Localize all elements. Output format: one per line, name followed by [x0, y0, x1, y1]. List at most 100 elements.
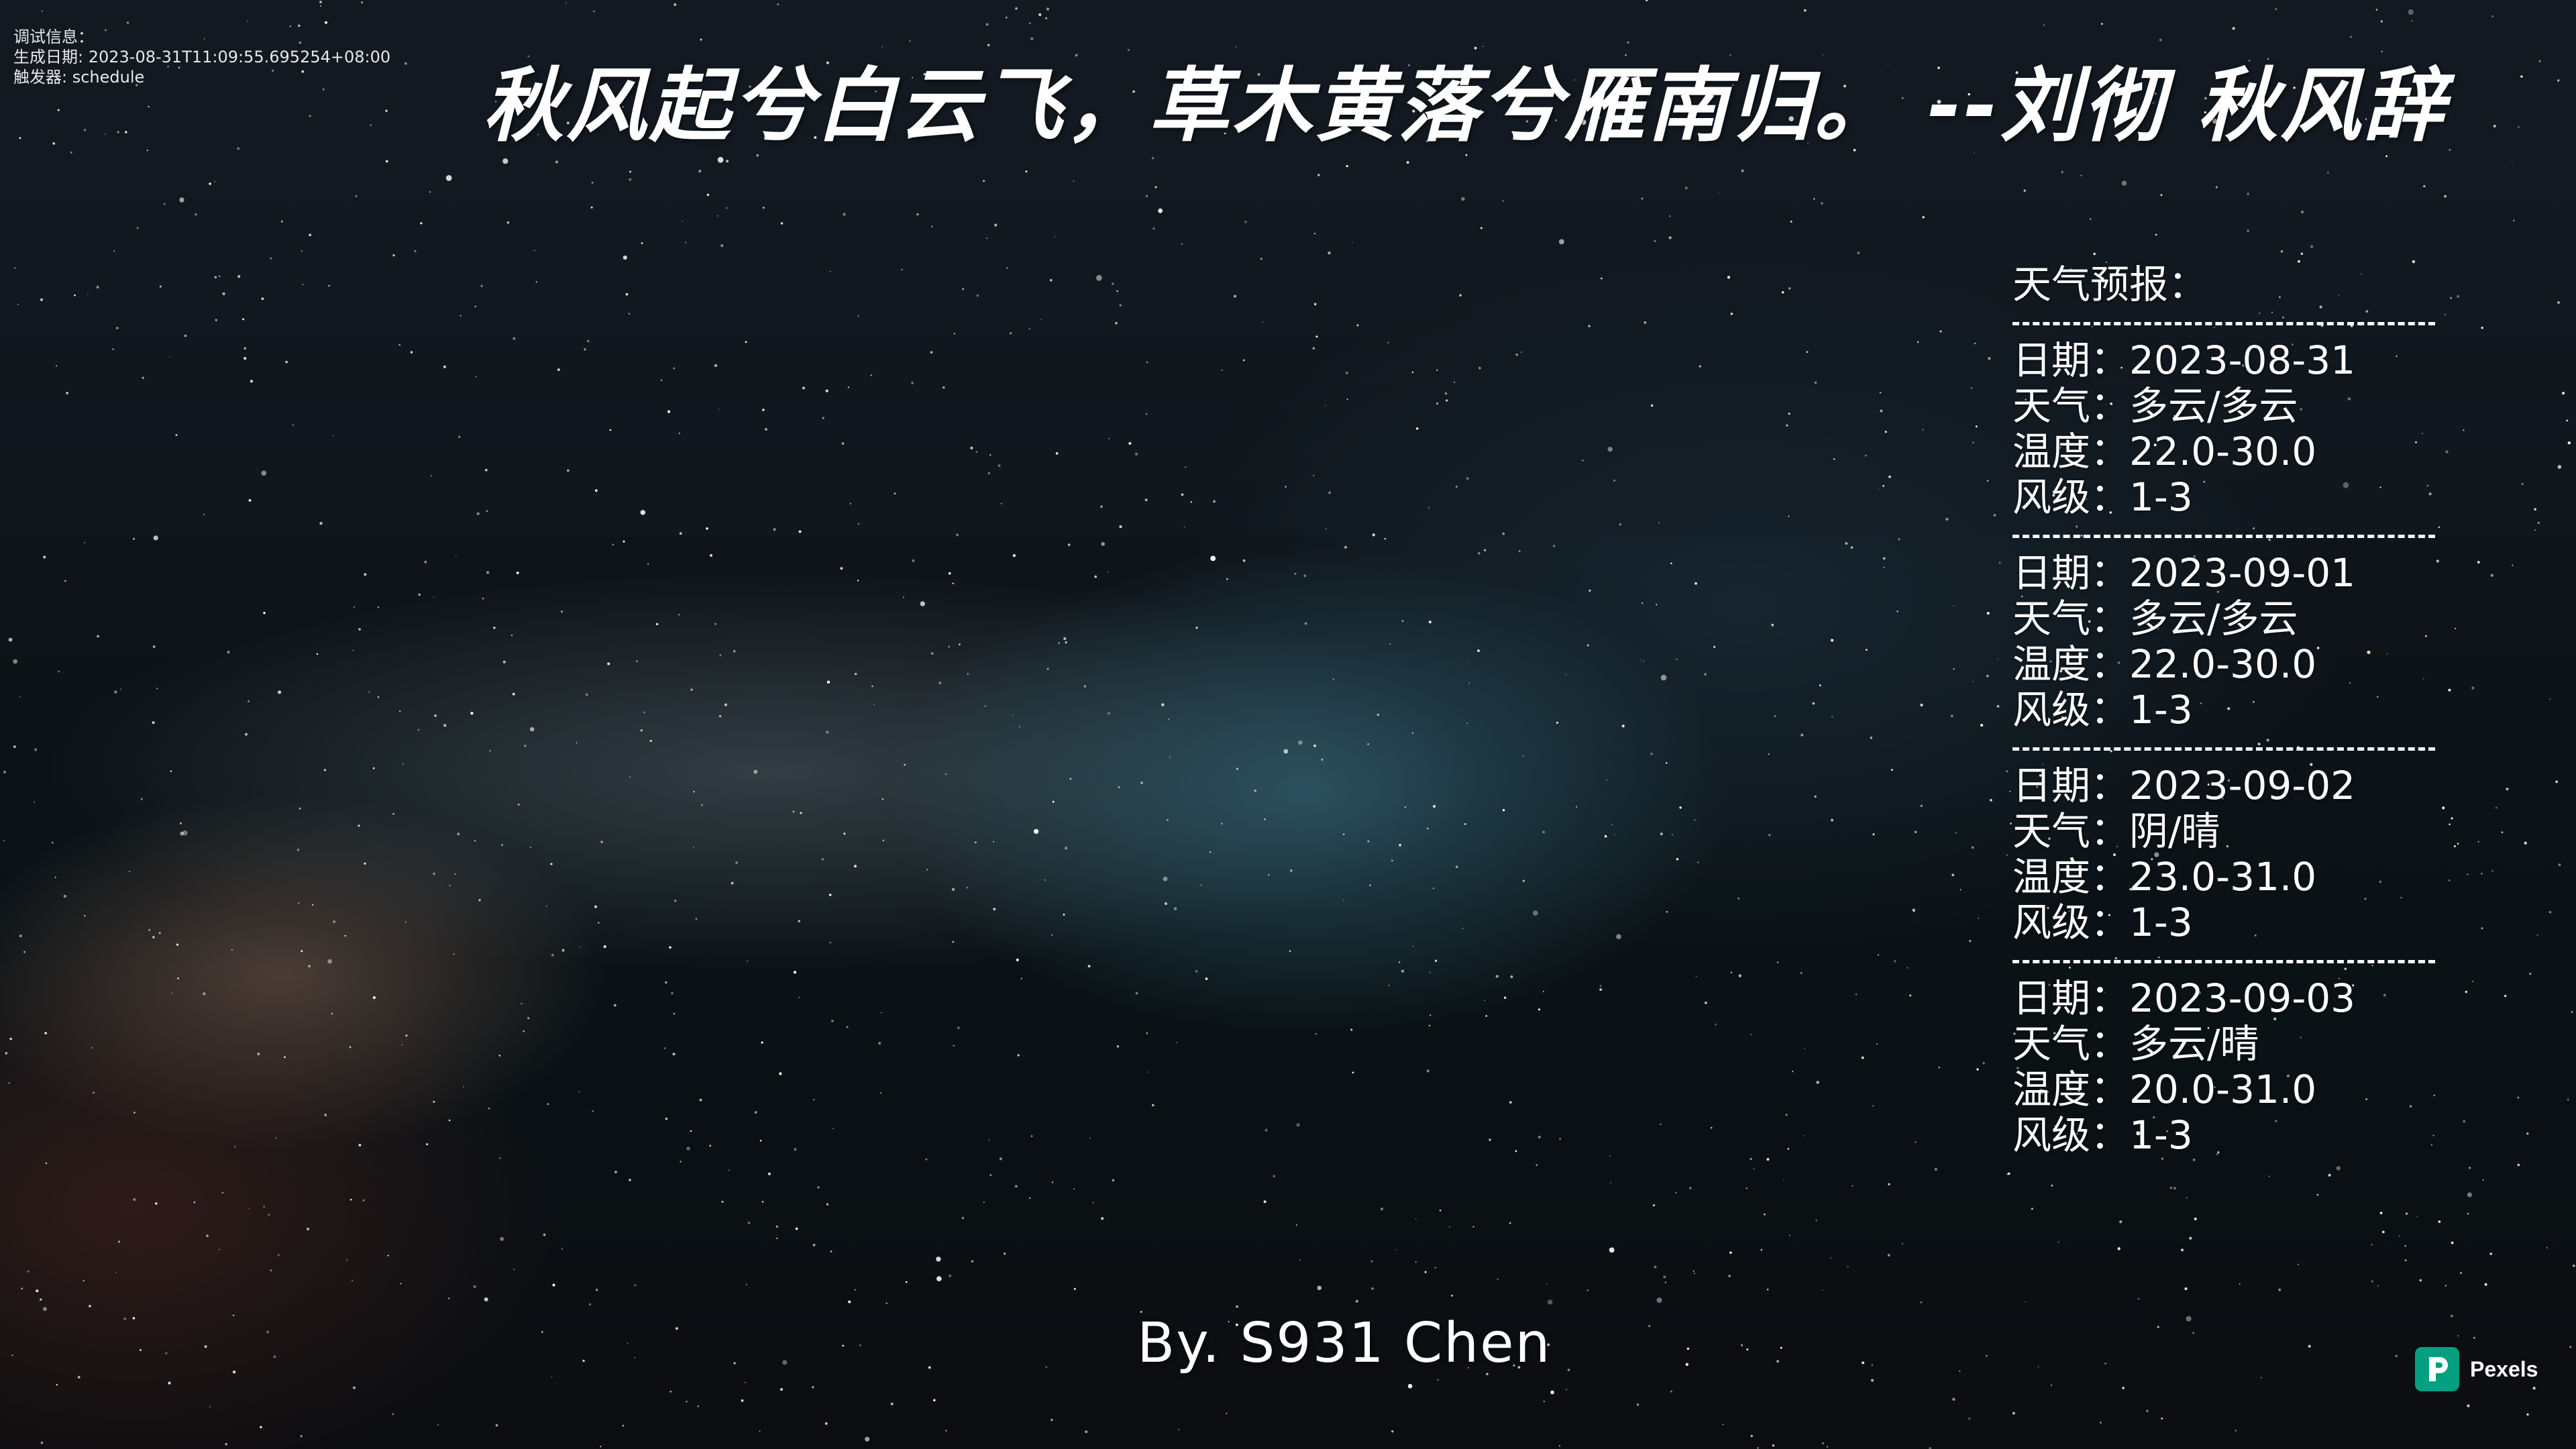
- star: [513, 337, 516, 340]
- star: [214, 180, 216, 182]
- star: [849, 502, 852, 504]
- star: [699, 1098, 702, 1102]
- star: [392, 1413, 394, 1415]
- star: [2253, 527, 2255, 530]
- star: [64, 580, 66, 582]
- star: [489, 750, 491, 752]
- star: [2489, 1252, 2492, 1255]
- star: [1063, 637, 1067, 641]
- star: [105, 29, 107, 32]
- star: [2117, 661, 2121, 664]
- star: [1627, 41, 1629, 44]
- star: [2167, 649, 2173, 654]
- star: [1495, 975, 1499, 978]
- star: [756, 154, 759, 157]
- star: [1055, 452, 1059, 455]
- star: [881, 1012, 882, 1014]
- star: [1028, 328, 1030, 329]
- star: [1313, 744, 1316, 747]
- weather-day-3: 日期：2023-09-02 天气：阴/晴 温度：23.0-31.0 风级：1-3: [2012, 763, 2455, 945]
- star: [550, 863, 553, 865]
- star: [824, 1422, 828, 1425]
- star: [1479, 367, 1481, 370]
- star: [665, 1118, 668, 1120]
- star: [1065, 847, 1068, 850]
- star: [2006, 1173, 2009, 1175]
- star: [23, 951, 25, 953]
- star: [1161, 703, 1165, 706]
- star: [237, 275, 241, 278]
- star: [2293, 87, 2296, 89]
- star: [2080, 174, 2082, 176]
- star: [114, 690, 117, 694]
- star: [2187, 616, 2189, 619]
- star: [1913, 910, 1915, 912]
- star: [1135, 991, 1138, 995]
- star: [1437, 1379, 1439, 1381]
- star: [812, 1244, 816, 1246]
- star: [1058, 642, 1060, 644]
- star: [168, 356, 170, 358]
- star: [2512, 564, 2514, 566]
- star: [55, 365, 58, 367]
- star: [584, 348, 586, 351]
- star: [1312, 347, 1316, 350]
- star: [63, 894, 67, 898]
- star: [1313, 303, 1317, 306]
- star: [2396, 355, 2398, 358]
- star: [714, 623, 716, 625]
- star: [486, 571, 490, 574]
- star: [1694, 819, 1696, 821]
- star: [1558, 239, 1564, 245]
- star: [1345, 371, 1348, 375]
- star: [1181, 243, 1183, 245]
- star: [832, 1128, 834, 1130]
- star: [448, 1119, 451, 1122]
- star: [1468, 1367, 1469, 1368]
- star: [97, 635, 100, 638]
- star: [1851, 1185, 1854, 1187]
- star: [614, 1171, 617, 1174]
- star: [949, 1274, 952, 1277]
- star: [830, 1250, 833, 1253]
- star: [244, 347, 246, 350]
- star: [1054, 236, 1055, 237]
- star: [854, 1289, 856, 1291]
- star: [2451, 1241, 2454, 1244]
- star: [640, 510, 645, 515]
- star: [13, 659, 18, 664]
- star: [1474, 46, 1477, 50]
- star: [1757, 1447, 1759, 1449]
- star: [2298, 260, 2300, 263]
- star: [2310, 763, 2313, 766]
- star: [1976, 1068, 1979, 1071]
- star: [1210, 555, 1216, 561]
- star: [284, 1056, 286, 1059]
- star: [2351, 325, 2353, 327]
- star: [358, 824, 360, 827]
- star: [231, 949, 233, 951]
- star: [177, 977, 179, 979]
- star: [1847, 1266, 1849, 1268]
- star: [779, 1072, 782, 1075]
- star: [1606, 121, 1609, 123]
- star: [447, 1297, 450, 1299]
- star: [1205, 977, 1208, 980]
- star: [612, 543, 614, 546]
- star: [1576, 806, 1577, 808]
- weather-day-2: 日期：2023-09-01 天气：多云/多云 温度：22.0-30.0 风级：1…: [2012, 550, 2455, 733]
- star: [672, 1053, 676, 1056]
- star: [706, 193, 710, 197]
- star: [453, 953, 455, 955]
- star: [679, 532, 682, 535]
- star: [2121, 180, 2127, 186]
- star: [2051, 1385, 2053, 1386]
- star: [669, 1391, 672, 1393]
- star: [1446, 399, 1448, 402]
- star: [1986, 480, 1989, 482]
- star: [1399, 843, 1401, 847]
- star: [2031, 1208, 2033, 1210]
- star: [311, 904, 314, 906]
- star: [2138, 881, 2141, 885]
- star: [975, 841, 977, 844]
